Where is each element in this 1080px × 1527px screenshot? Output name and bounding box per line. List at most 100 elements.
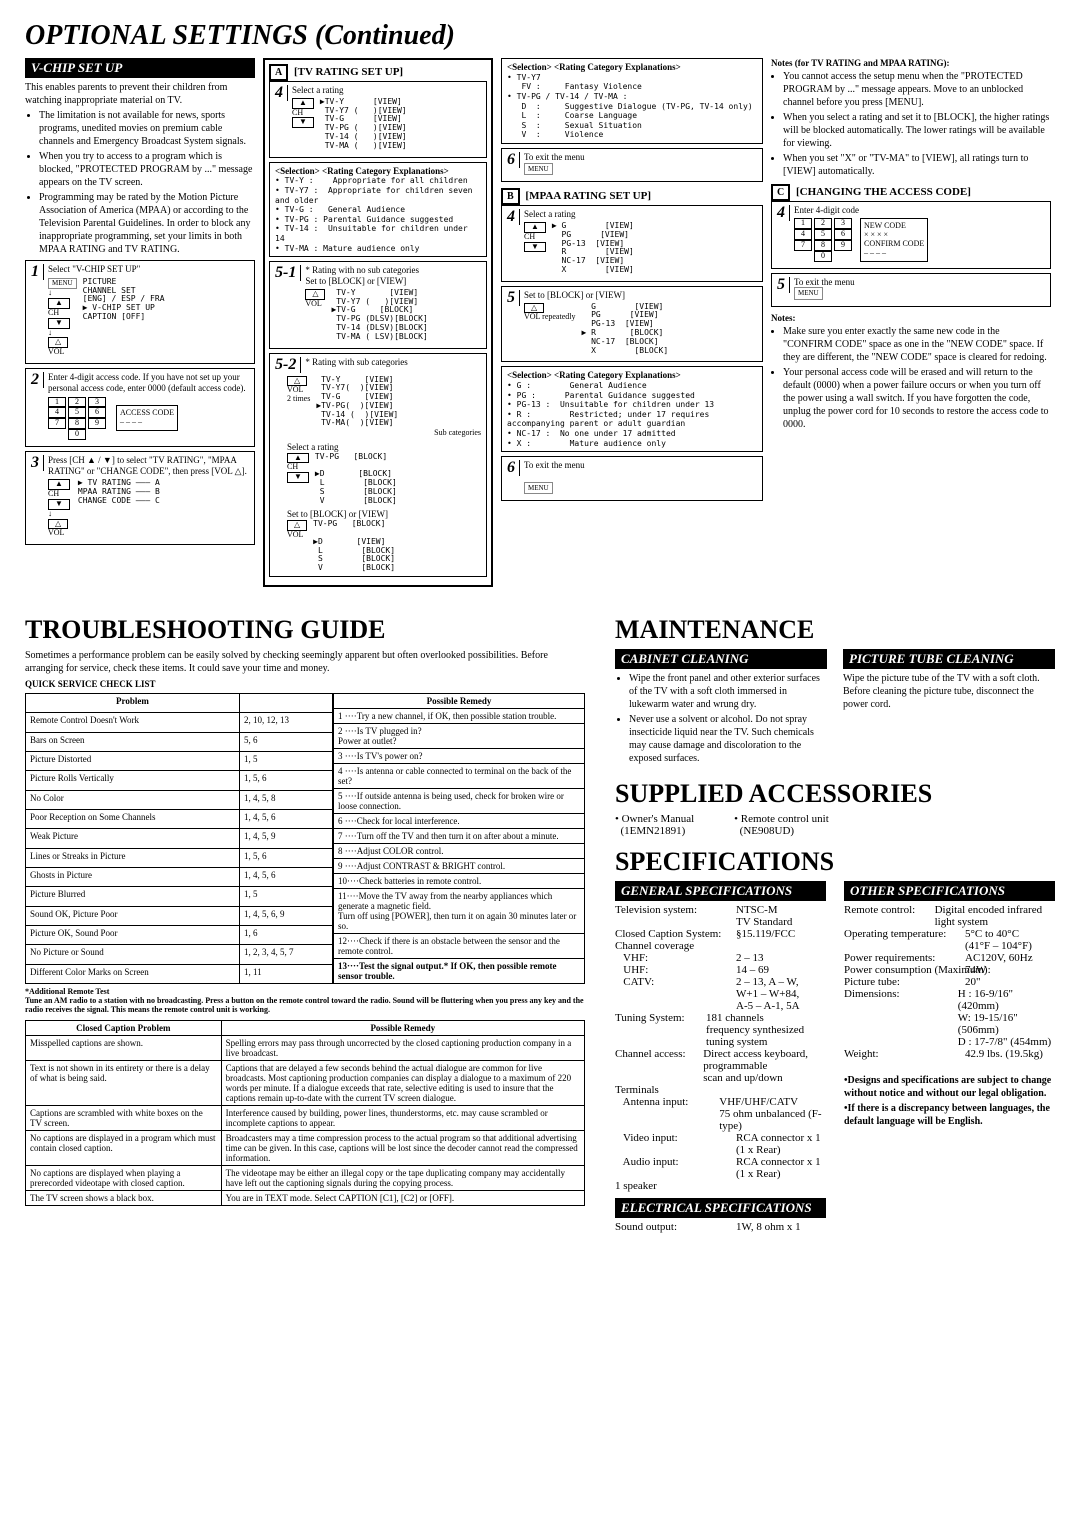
notes-heading: Notes: (771, 313, 1051, 325)
remedy-cell: 9 ····Adjust CONTRAST & BRIGHT control. (334, 859, 585, 874)
label-b: B (501, 188, 520, 205)
remedy-cell: 5 ····If outside antenna is being used, … (334, 789, 585, 814)
acc-item: • Owner's Manual (1EMN21891) (615, 813, 694, 837)
spec-value: VHF/UHF/CATV 75 ohm unbalanced (F-type) (719, 1096, 826, 1132)
note-item: Make sure you enter exactly the same new… (783, 325, 1051, 364)
spec-label: Power consumption (Maximum): (844, 964, 959, 976)
rating-list: TV-PG [BLOCK] ▶D [VIEW] L [BLOCK] S [BLO… (313, 520, 395, 573)
note-item: When you select a rating and set it to [… (783, 111, 1051, 150)
menu-button-icon: MENU (48, 278, 77, 290)
spec-value: RCA connector x 1 (1 x Rear) (736, 1156, 821, 1180)
step-text: Select a rating (524, 209, 575, 219)
cc-remedy-cell: Interference caused by building, power l… (221, 1106, 584, 1131)
remote-diagram: MENU↓ CH ↓ △ VOL (48, 278, 77, 357)
tube-heading: PICTURE TUBE CLEANING (843, 649, 1055, 669)
cc-remedy-cell: You are in TEXT mode. Select CAPTION [C1… (221, 1191, 584, 1206)
step-num: 4 (777, 205, 790, 221)
rating-list: ▶TV-Y [VIEW] TV-Y7 ( )[VIEW] TV-G [VIEW]… (320, 98, 407, 151)
step-num: 5-2 (275, 357, 301, 373)
remedy-cell: 8 ····Adjust COLOR control. (334, 844, 585, 859)
spec-label: Television system: (615, 904, 730, 928)
cc-remedy-cell: Spelling errors may pass through uncorre… (221, 1036, 584, 1061)
step-num: 5-1 (275, 265, 301, 281)
remote-diagram: △VOL (287, 520, 307, 573)
spec-label: Power requirements: (844, 952, 959, 964)
cc-problem-cell: Captions are scrambled with white boxes … (26, 1106, 222, 1131)
step51-text: * Rating with no sub categories Set to [… (305, 265, 481, 287)
osd-menu: ▶ TV RATING ——— A MPAA RATING ——— B CHAN… (78, 479, 160, 538)
spec-label: Operating temperature: (844, 928, 959, 952)
problem-cell: Poor Reception on Some Channels (26, 810, 240, 829)
step52-text: * Rating with sub categories (305, 357, 481, 368)
problem-cell: Sound OK, Picture Poor (26, 906, 240, 925)
spec-label: CATV: (615, 976, 730, 1012)
spec-label: Tuning System: (615, 1012, 700, 1048)
th-problem: Problem (26, 694, 240, 713)
expl-head: <Selection> <Rating Category Explanation… (507, 62, 757, 73)
exit-menu-text: To exit the menu (794, 277, 855, 287)
cc-remedy-cell: The videotape may be either an illegal c… (221, 1166, 584, 1191)
cc-remedy-cell: Captions that are delayed a few seconds … (221, 1061, 584, 1106)
problem-cell: Ghosts in Picture (26, 867, 240, 886)
acc-item: • Remote control unit (NE908UD) (734, 813, 829, 837)
vchip-bullets: The limitation is not available for news… (25, 109, 255, 256)
specs-heading: SPECIFICATIONS (615, 847, 1055, 877)
remote-diagram: △VOL 2 times (287, 376, 310, 429)
rating-list: G [VIEW] PG [VIEW] PG-13 [VIEW] ▶ R [BLO… (581, 303, 668, 356)
step-num: 2 (31, 372, 44, 388)
problem-cell: Picture OK, Sound Poor (26, 925, 240, 944)
spec-label: Terminals (615, 1084, 730, 1096)
note-item: Your personal access code will be erased… (783, 366, 1051, 431)
maint-heading: MAINTENANCE (615, 615, 1055, 645)
cc-problem-cell: Text is not shown in its entirety or the… (26, 1061, 222, 1106)
vchip-bullet: The limitation is not available for news… (39, 109, 255, 148)
spec-label: Picture tube: (844, 976, 959, 988)
remote-diagram: CH (287, 453, 309, 506)
keypad-diagram: 1 2 3 4 5 6 7 8 9 0 (794, 218, 852, 261)
nums-cell: 1, 4, 5, 6 (239, 867, 332, 886)
nums-cell: 2, 10, 12, 13 (239, 713, 332, 732)
specs-footnote: •Designs and specifications are subject … (844, 1074, 1055, 1100)
spec-value: RCA connector x 1 (1 x Rear) (736, 1132, 821, 1156)
remote-diagram: CH (292, 98, 314, 151)
cc-remedy-cell: Broadcasters may a time compression proc… (221, 1131, 584, 1166)
remedy-cell: 12····Check if there is an obstacle betw… (334, 934, 585, 959)
maint-item: Never use a solvent or alcohol. Do not s… (629, 713, 827, 765)
nums-cell: 1, 6 (239, 925, 332, 944)
cabinet-heading: CABINET CLEANING (615, 649, 827, 669)
rating-list: TV-PG [BLOCK] ▶D [BLOCK] L [BLOCK] S [BL… (315, 453, 397, 506)
remedy-cell: 1 ····Try a new channel, if OK, then pos… (334, 709, 585, 724)
keypad-diagram: 1 2 3 4 5 6 7 8 9 0 (48, 397, 106, 440)
nums-cell: 1, 4, 5, 6 (239, 810, 332, 829)
problem-cell: Different Color Marks on Screen (26, 964, 240, 983)
sub-categories-label: Sub categories (287, 428, 481, 438)
cc-table: Closed Caption ProblemPossible Remedy Mi… (25, 1020, 585, 1206)
label-c: C (771, 184, 790, 201)
th-cc-problem: Closed Caption Problem (26, 1021, 222, 1036)
step2-text: Enter 4-digit access code. If you have n… (48, 372, 246, 393)
trouble-intro: Sometimes a performance problem can be e… (25, 649, 585, 675)
spec-value: §15.119/FCC (736, 928, 795, 940)
step3-text: Press [CH ▲ / ▼] to select "TV RATING", … (48, 455, 247, 476)
remedy-cell: 2 ····Is TV plugged in? Power at outlet? (334, 724, 585, 749)
acc-heading: SUPPLIED ACCESSORIES (615, 779, 1055, 809)
spec-label: Audio input: (615, 1156, 730, 1180)
problem-cell: Picture Rolls Vertically (26, 771, 240, 790)
spec-label: Dimensions: (844, 988, 952, 1048)
spec-value: 2 – 13 (736, 952, 764, 964)
note-item: You cannot access the setup menu when th… (783, 70, 1051, 109)
problem-cell: Picture Blurred (26, 887, 240, 906)
problem-table: Problem Remote Control Doesn't Work2, 10… (25, 693, 333, 984)
problem-cell: Picture Distorted (26, 752, 240, 771)
vchip-bullet: When you try to access to a program whic… (39, 150, 255, 189)
spec-value: AC120V, 60Hz (965, 952, 1033, 964)
other-specs-heading: OTHER SPECIFICATIONS (844, 881, 1055, 901)
menu-button-icon: MENU (524, 163, 553, 175)
spec-value: 14 – 69 (736, 964, 769, 976)
th-remedy: Possible Remedy (334, 694, 585, 709)
rating-list: ▶ G [VIEW] PG [VIEW] PG-13 [VIEW] R [VIE… (552, 222, 634, 275)
spec-label: UHF: (615, 964, 730, 976)
remedy-cell: 4 ····Is antenna or cable connected to t… (334, 764, 585, 789)
box-b-title: [MPAA RATING SET UP] (525, 190, 651, 202)
remedy-cell: 6 ····Check for local interference. (334, 814, 585, 829)
